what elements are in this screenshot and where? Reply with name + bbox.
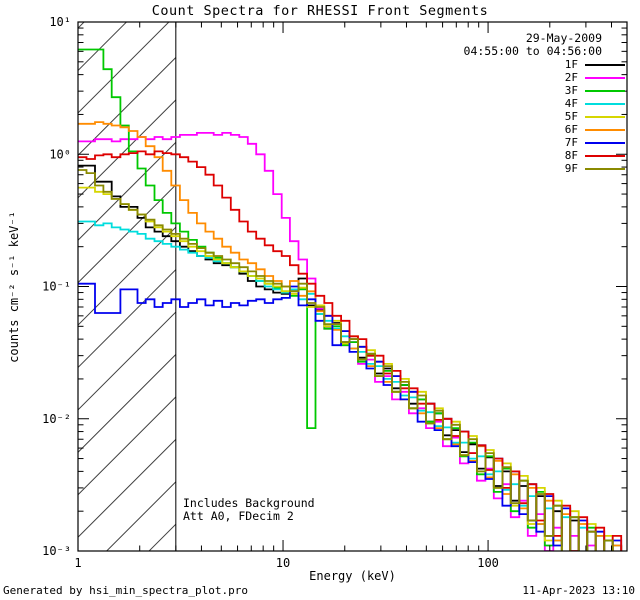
legend-item-3f: 3F: [565, 84, 625, 97]
chart-title: Count Spectra for RHESSI Front Segments: [151, 3, 489, 19]
legend-label: 7F: [564, 136, 578, 149]
spectrum-line-6f: [78, 121, 623, 551]
x-tick-label: 100: [477, 556, 499, 570]
x-tick-label: 10: [276, 556, 290, 570]
excluded-energy-hatch-region: [78, 22, 176, 551]
legend-item-6f: 6F: [565, 123, 625, 136]
legend-label: 2F: [564, 71, 578, 84]
y-tick-label: 10⁻²: [42, 412, 71, 426]
y-tick-label: 10⁻³: [42, 544, 71, 558]
spectra-series-group: [78, 48, 623, 551]
legend: 1F 2F 3F 4F 5F 6F 7F 8F 9F: [565, 58, 625, 175]
legend-label: 5F: [564, 110, 578, 123]
legend-swatch: [585, 141, 625, 144]
observation-date-label: 29-May-2009: [525, 31, 602, 45]
legend-item-9f: 9F: [565, 162, 625, 175]
time-range-label: 04:55:00 to 04:56:00: [463, 44, 602, 58]
x-tick-label: 1: [74, 556, 81, 570]
legend-item-1f: 1F: [565, 58, 625, 71]
x-axis-title: Energy (keV): [309, 569, 396, 583]
legend-label: 3F: [564, 84, 578, 97]
legend-item-8f: 8F: [565, 149, 625, 162]
legend-label: 6F: [564, 123, 578, 136]
y-tick-label: 10⁻¹: [42, 280, 71, 294]
spectrum-line-9f: [78, 169, 614, 551]
legend-label: 8F: [564, 149, 578, 162]
legend-swatch: [585, 115, 625, 118]
legend-item-7f: 7F: [565, 136, 625, 149]
annotations-block: Includes Background Att A0, FDecim 2: [183, 497, 315, 523]
spectrum-line-8f: [78, 150, 623, 551]
legend-label: 4F: [564, 97, 578, 110]
legend-label: 9F: [564, 162, 578, 175]
legend-label: 1F: [564, 58, 578, 71]
render-timestamp: 11-Apr-2023 13:10: [522, 584, 635, 597]
legend-item-5f: 5F: [565, 110, 625, 123]
y-axis-title: counts cm⁻² s⁻¹ keV⁻¹: [7, 211, 21, 363]
y-tick-label: 10¹: [49, 15, 71, 29]
legend-item-4f: 4F: [565, 97, 625, 110]
legend-swatch: [585, 128, 625, 131]
annotation-includes-background: Includes Background: [183, 496, 315, 510]
legend-swatch: [585, 167, 625, 170]
legend-swatch: [585, 89, 625, 92]
y-tick-label: 10⁰: [49, 147, 71, 161]
plot-frame: [77, 21, 628, 552]
legend-swatch: [585, 76, 625, 79]
legend-item-2f: 2F: [565, 71, 625, 84]
legend-swatch: [585, 154, 625, 157]
legend-swatch: [585, 63, 625, 66]
legend-swatch: [585, 102, 625, 105]
annotation-attenuator-state: Att A0, FDecim 2: [183, 509, 294, 523]
generator-credit: Generated by hsi_min_spectra_plot.pro: [3, 584, 249, 597]
